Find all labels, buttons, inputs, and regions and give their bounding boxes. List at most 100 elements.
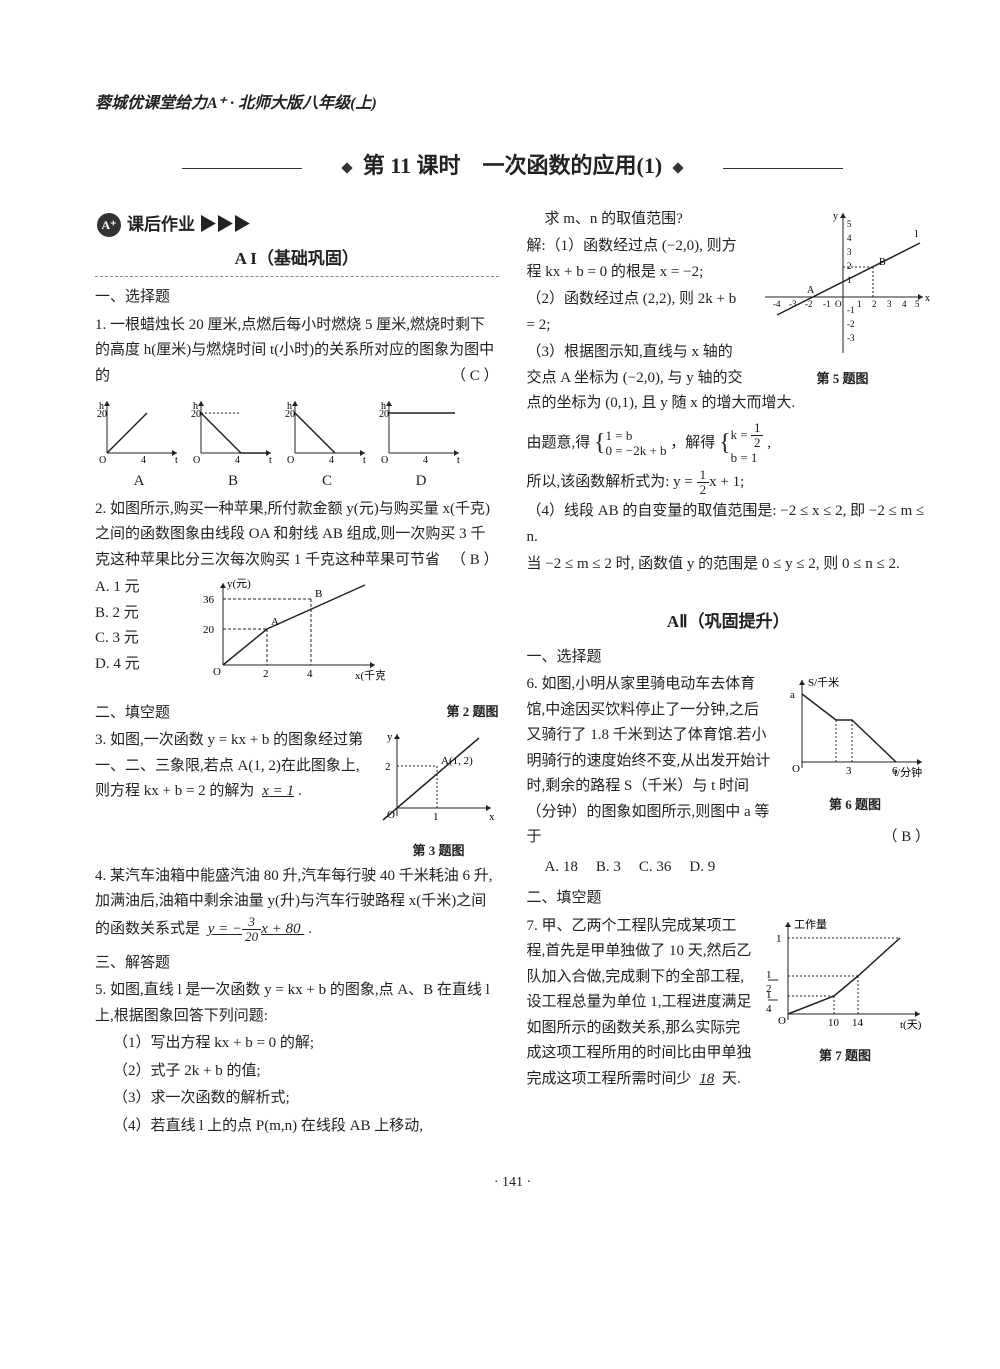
q2-a: A. 1 元 [95,575,185,601]
q5-figure: xy 5 4 3 2 1 O -1 -2 -3 1 2 3 4 [755,207,930,391]
q2-answer: （ B ） [451,548,499,574]
q1-answer: （ C ） [451,364,499,390]
q5-4: （4）若直线 l 上的点 P(m,n) 在线段 AB 上移动, [113,1114,499,1140]
svg-text:4: 4 [902,299,907,309]
svg-text:20: 20 [203,624,215,636]
q6-d: D. 9 [689,855,715,881]
svg-text:O: O [287,455,294,465]
svg-text:4: 4 [329,455,334,465]
a2-header: AⅡ（巩固提升） [527,608,931,637]
svg-text:1: 1 [766,969,772,981]
svg-text:4: 4 [141,455,146,465]
right-column: x y 5 4 3 2 1 O -1 -2 -3 1 2 3 4 [527,205,931,1141]
q5-1: （1）写出方程 kx + b = 0 的解; [113,1031,499,1057]
q1-opt-d: D [377,469,465,495]
q1-graph-d: ht 20O4 [377,395,465,465]
q6-b: B. 3 [596,855,621,881]
q1: 1. 一根蜡烛长 20 厘米,点燃后每小时燃烧 5 厘米,燃烧时剩下的高度 h(… [95,313,499,390]
q1-graph-b: ht 20O4 [189,395,277,465]
svg-text:-1: -1 [823,299,831,309]
svg-text:2: 2 [847,261,852,271]
page: 蓉城优课堂给力A⁺ · 北师大版八年级(上) 第 11 课时 一次函数的应用(1… [0,0,1000,1235]
svg-text:4: 4 [766,1003,772,1015]
svg-text:4: 4 [847,233,852,243]
svg-text:工作量: 工作量 [794,918,827,931]
r-sol5: （4）线段 AB 的自变量的取值范围是: −2 ≤ x ≤ 2, 即 −2 ≤ … [527,499,931,550]
q2-figure: y(元) x(千克) O 36 20 2 4 A B [195,575,385,695]
svg-text:t: t [269,455,272,465]
svg-text:4: 4 [307,668,313,680]
svg-text:O: O [835,299,842,309]
q3-answer: x = 1 [258,783,298,799]
svg-text:-3: -3 [847,333,855,343]
svg-text:14: 14 [852,1017,864,1029]
cat-solve: 三、解答题 [95,951,499,977]
a1-header: A I（基础巩固） [95,245,499,277]
svg-text:1: 1 [766,989,772,1001]
svg-text:t: t [363,455,366,465]
svg-text:A: A [271,616,279,628]
q2-caption: 第 2 题图 [446,701,498,727]
svg-text:3: 3 [847,247,852,257]
cat-blank-2: 二、填空题 [527,886,931,912]
r-sol-system: 由题意,得 { 1 = b0 = −2k + b ，解得 { k = 12b =… [527,421,931,466]
svg-text:t: t [457,455,460,465]
lesson-title: 第 11 课时 一次函数的应用(1) [95,147,930,184]
cat-choice-1: 一、选择题 [95,285,499,311]
r-sol4: 所以,该函数解析式为: y = 12x + 1; [527,468,931,498]
q5-caption: 第 5 题图 [755,368,930,390]
svg-text:5: 5 [847,219,852,229]
svg-text:a: a [790,689,795,701]
svg-text:B: B [315,588,322,600]
q7-post: 天. [722,1071,741,1087]
svg-text:5: 5 [915,299,920,309]
lesson-title-text: 第 11 课时 一次函数的应用(1) [363,153,662,178]
svg-text:A: A [807,285,815,296]
svg-text:t(天): t(天) [900,1019,922,1031]
svg-text:x: x [925,293,930,304]
after-class-label: 课后作业 ▶▶▶ [127,211,250,240]
q3-text: 3. 如图,一次函数 y = kx + b 的图象经过第一、二、三象限,若点 A… [95,732,363,799]
svg-text:O: O [792,763,800,775]
two-columns: A⁺ 课后作业 ▶▶▶ A I（基础巩固） 一、选择题 1. 一根蜡烛长 20 … [95,205,930,1141]
q7-figure: 工作量 t(天) O 1 1 2 1 4 10 14 [760,914,930,1068]
svg-text:A(1, 2): A(1, 2) [441,755,473,767]
svg-text:1: 1 [776,933,782,945]
q1-graphs: ht 20O4 ht 20O4 ht 20O4 [95,395,499,465]
page-number: · 141 · [95,1171,930,1195]
svg-text:O: O [193,455,200,465]
q1-graph-c: ht 20O4 [283,395,371,465]
svg-text:S/千米: S/千米 [808,676,839,689]
q4-answer: y = −320x + 80 [204,921,308,937]
svg-text:1: 1 [433,811,439,823]
svg-text:2: 2 [385,761,391,773]
r-sol6: 当 −2 ≤ m ≤ 2 时, 函数值 y 的范围是 0 ≤ y ≤ 2, 则 … [527,552,931,578]
svg-text:2: 2 [872,299,877,309]
q4: 4. 某汽车油箱中能盛汽油 80 升,汽车每行驶 40 千米耗油 6 升,加满油… [95,864,499,945]
svg-text:O: O [213,666,221,678]
q5-sol-wrap: xy 5 4 3 2 1 O -1 -2 -3 1 2 3 4 [527,207,931,419]
svg-text:2: 2 [263,668,269,680]
svg-text:y: y [833,211,838,222]
q1-opt-b: B [189,469,277,495]
svg-text:x: x [489,811,495,823]
stamp-icon: A⁺ [95,211,123,239]
book-header: 蓉城优课堂给力A⁺ · 北师大版八年级(上) [95,90,930,117]
q3-wrap: xy O 2 1 A(1, 2) 第 3 题图 3. 如图,一次函数 y = k… [95,728,499,862]
svg-text:B: B [879,257,886,268]
svg-text:3: 3 [887,299,892,309]
svg-text:t/分钟: t/分钟 [894,765,922,779]
svg-text:-2: -2 [847,319,855,329]
svg-text:4: 4 [235,455,240,465]
q6-c: C. 36 [639,855,672,881]
q3-figure: xy O 2 1 A(1, 2) 第 3 题图 [379,728,499,862]
q2-text: 2. 如图所示,购买一种苹果,所付款金额 y(元)与购买量 x(千克)之间的函数… [95,501,490,568]
q6-wrap: S/千米 t/分钟 O a 3 6 第 6 题图 6. 如图,小明从家里骑电动车… [527,672,931,853]
q1-opt-a: A [95,469,183,495]
q5-2: （2）式子 2k + b 的值; [113,1059,499,1085]
svg-text:4: 4 [423,455,428,465]
cat-blank-label: 二、填空题 [95,701,170,727]
q6-caption: 第 6 题图 [780,794,930,816]
svg-text:O: O [99,455,106,465]
q5-3: （3）求一次函数的解析式; [113,1086,499,1112]
